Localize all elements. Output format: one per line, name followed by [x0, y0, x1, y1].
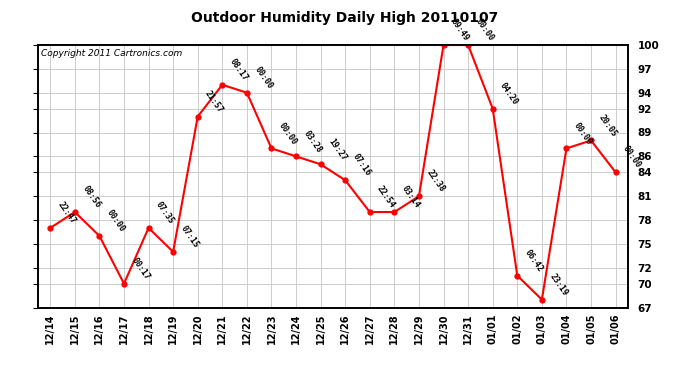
Text: 08:56: 08:56: [80, 184, 102, 210]
Text: 00:00: 00:00: [473, 17, 495, 43]
Text: 21:57: 21:57: [204, 89, 225, 114]
Text: 19:27: 19:27: [326, 136, 348, 162]
Text: 08:17: 08:17: [228, 57, 250, 82]
Text: 00:00: 00:00: [572, 121, 593, 146]
Text: 07:16: 07:16: [351, 152, 373, 178]
Text: 00:00: 00:00: [277, 121, 299, 146]
Text: Outdoor Humidity Daily High 20110107: Outdoor Humidity Daily High 20110107: [191, 11, 499, 25]
Text: 07:35: 07:35: [154, 200, 176, 226]
Text: 00:00: 00:00: [253, 65, 274, 90]
Text: 00:17: 00:17: [130, 256, 151, 282]
Text: 06:42: 06:42: [523, 248, 544, 273]
Text: 20:05: 20:05: [597, 112, 618, 138]
Text: 07:15: 07:15: [179, 224, 200, 250]
Text: 04:20: 04:20: [498, 81, 520, 106]
Text: 00:00: 00:00: [105, 208, 127, 234]
Text: 23:19: 23:19: [547, 272, 569, 297]
Text: 09:49: 09:49: [449, 17, 471, 43]
Text: 03:28: 03:28: [302, 129, 324, 154]
Text: Copyright 2011 Cartronics.com: Copyright 2011 Cartronics.com: [41, 49, 182, 58]
Text: 22:47: 22:47: [56, 200, 77, 226]
Text: 22:54: 22:54: [375, 184, 397, 210]
Text: 00:00: 00:00: [621, 144, 643, 170]
Text: 22:38: 22:38: [424, 168, 446, 194]
Text: 03:14: 03:14: [400, 184, 422, 210]
